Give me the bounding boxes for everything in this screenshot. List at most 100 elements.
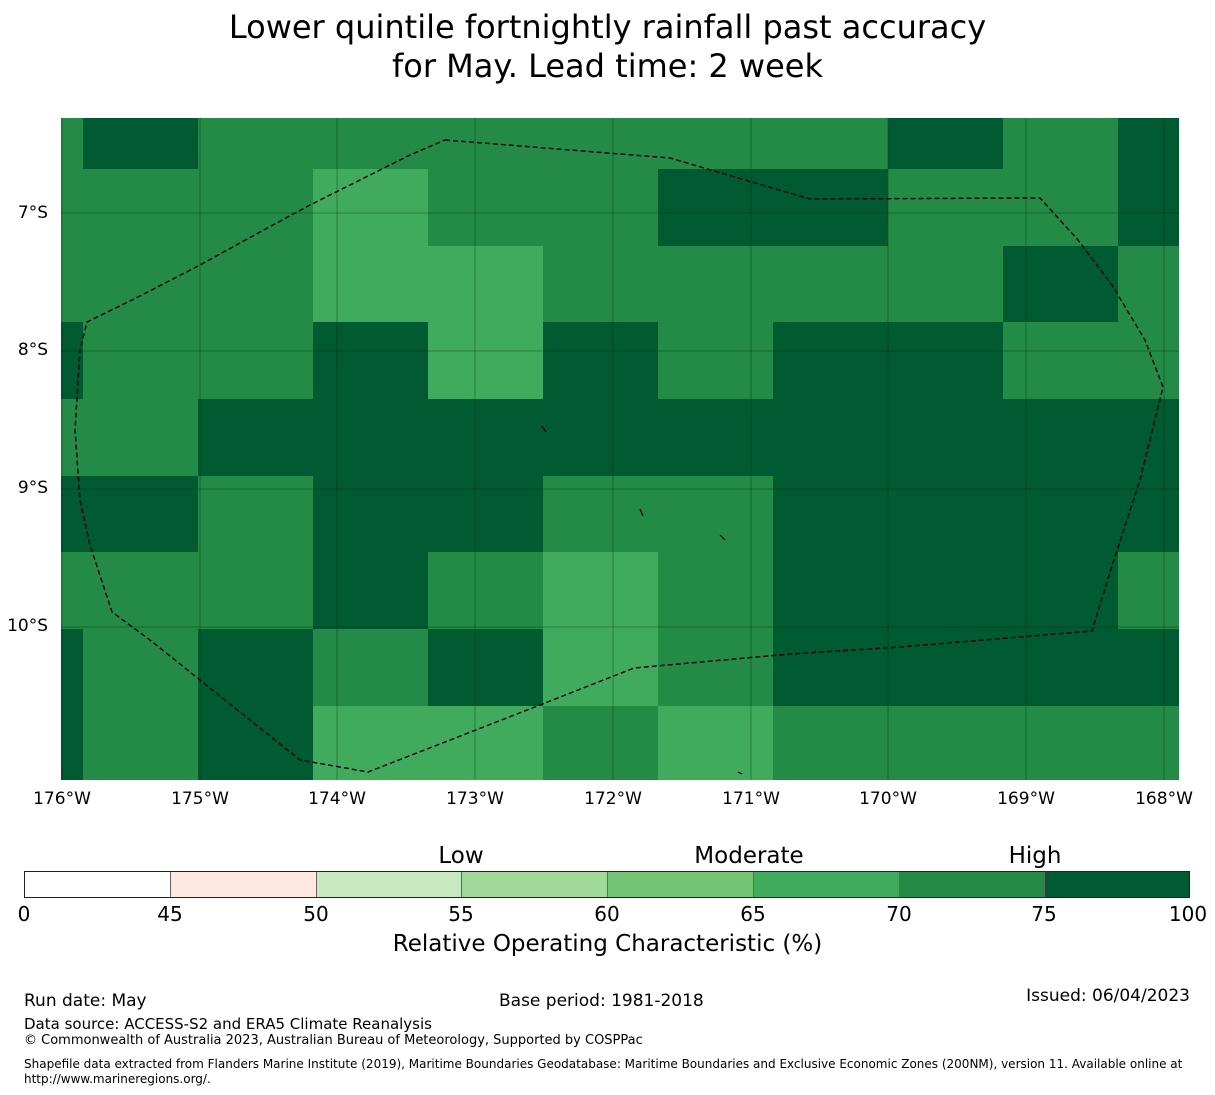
grid-cell [61, 118, 1179, 169]
lon-label-170w: 170°W [859, 789, 917, 809]
colorbar-swatch [170, 872, 317, 897]
colorbar-tick: 55 [448, 902, 474, 926]
shapefile-credit: Shapefile data extracted from Flanders M… [24, 1057, 1183, 1086]
lat-label-8s: 8°S [17, 340, 48, 360]
grid-cell [543, 246, 1003, 322]
grid-cell [61, 476, 198, 552]
grid-cell [198, 706, 313, 780]
lon-label-174w: 174°W [308, 789, 366, 809]
grid-cell [773, 629, 1179, 706]
grid-cell [1118, 552, 1179, 629]
grid-cell [658, 629, 773, 706]
grid-cell [198, 629, 313, 706]
colorbar-swatch [753, 872, 900, 897]
island-mark [541, 425, 547, 433]
grid-cell [61, 629, 83, 706]
rainfall-accuracy-map [61, 118, 1179, 780]
grid-cell [313, 322, 428, 399]
colorbar-tick: 50 [303, 902, 329, 926]
lat-label-7s: 7°S [17, 203, 48, 223]
grid-cell [313, 552, 428, 629]
lon-label-169w: 169°W [997, 789, 1055, 809]
grid-cell [658, 552, 773, 629]
colorbar-swatch [316, 872, 463, 897]
grid-cell [61, 169, 313, 322]
colorbar-tick: 70 [886, 902, 912, 926]
colorbar-title: Relative Operating Characteristic (%) [392, 931, 823, 957]
colorbar-tick: 100 [1168, 902, 1208, 926]
grid-cell [198, 476, 313, 552]
map-title-line2: for May. Lead time: 2 week [391, 47, 823, 85]
colorbar-swatch [899, 872, 1046, 897]
colorbar-tick: 60 [594, 902, 620, 926]
colorbar-tick: 75 [1031, 902, 1057, 926]
lon-label-175w: 175°W [171, 789, 229, 809]
eez-boundary [74, 139, 1164, 773]
island-mark [719, 534, 726, 541]
grid-cell [61, 399, 198, 476]
grid-cell [61, 322, 83, 399]
colorbar-tick: 45 [157, 902, 183, 926]
grid-cell [658, 322, 773, 399]
copyright: © Commonwealth of Australia 2023, Austra… [24, 1033, 643, 1048]
grid-cell [773, 322, 1003, 399]
grid-cell [773, 476, 1179, 552]
legend-level-high: High [1008, 843, 1062, 869]
grid-cell [543, 476, 773, 552]
grid-cell [83, 322, 313, 399]
grid-cell [428, 629, 543, 706]
grid-cell [543, 322, 658, 399]
grid-cell [428, 322, 543, 399]
island-mark [737, 771, 743, 775]
run-date: Run date: May [24, 991, 147, 1011]
grid-cell [773, 706, 1179, 780]
colorbar-swatch [608, 872, 754, 897]
lat-lon-gridlines [61, 118, 1179, 780]
grid-cell [428, 552, 543, 629]
grid-cell [83, 629, 198, 706]
grid-cell [198, 399, 1179, 476]
colorbar-swatch [1045, 872, 1189, 897]
grid-cell [313, 476, 543, 552]
grid-cell [1118, 118, 1179, 246]
lon-label-173w: 173°W [446, 789, 504, 809]
lon-label-171w: 171°W [722, 789, 780, 809]
lon-label-176w: 176°W [33, 789, 91, 809]
grid-cell [658, 169, 888, 246]
island-marks [541, 425, 743, 775]
lat-label-10s: 10°S [7, 616, 48, 636]
grid-cell [1118, 246, 1179, 322]
grid-cell [543, 552, 658, 629]
grid-cell [313, 169, 428, 246]
grid-cell [543, 706, 658, 780]
grid-cell [1003, 246, 1118, 322]
map-title-line1: Lower quintile fortnightly rainfall past… [228, 8, 987, 46]
lon-label-168w: 168°W [1135, 789, 1193, 809]
grid-cell [773, 552, 1118, 629]
colorbar-swatch [462, 872, 608, 897]
island-mark [639, 508, 644, 517]
colorbar-tick: 0 [17, 902, 31, 926]
lat-label-9s: 9°S [17, 478, 48, 498]
grid-cell [888, 118, 1003, 169]
grid-cell [83, 706, 198, 780]
grid-cell [313, 246, 543, 322]
colorbar [24, 871, 1190, 898]
accuracy-grid-cells [61, 118, 1179, 780]
grid-cell [83, 118, 198, 169]
colorbar-tick: 65 [740, 902, 766, 926]
base-period: Base period: 1981-2018 [499, 991, 704, 1011]
grid-cell [428, 169, 658, 246]
grid-cell [888, 169, 1118, 246]
legend-level-moderate: Moderate [694, 843, 804, 869]
colorbar-swatch [25, 872, 171, 897]
legend-level-low: Low [438, 843, 484, 869]
data-source: Data source: ACCESS-S2 and ERA5 Climate … [24, 1015, 432, 1033]
issued-date: Issued: 06/04/2023 [1026, 986, 1190, 1006]
grid-cell [313, 629, 428, 706]
lon-label-172w: 172°W [584, 789, 642, 809]
grid-cell [1003, 322, 1179, 399]
grid-cell [61, 706, 83, 780]
grid-cell [61, 552, 313, 629]
grid-cell [658, 706, 773, 780]
